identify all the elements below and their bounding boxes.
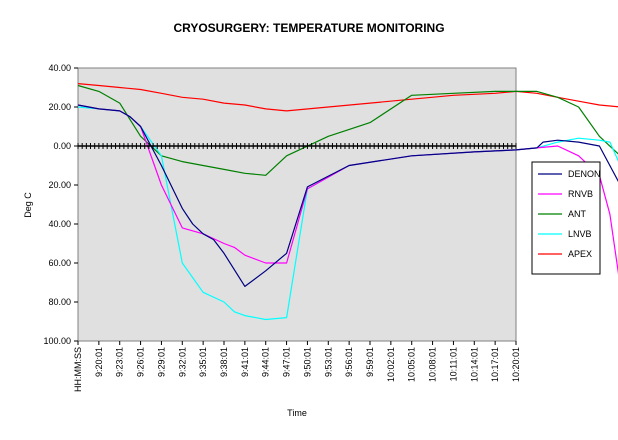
y-tick-label: 40.00 bbox=[48, 219, 71, 229]
x-tick-label: 9:20:01 bbox=[94, 347, 104, 377]
x-tick-label: 9:50:01 bbox=[302, 347, 312, 377]
x-tick-label: 10:02:01 bbox=[386, 347, 396, 382]
x-tick-label: 9:59:01 bbox=[365, 347, 375, 377]
series-line-ant bbox=[77, 84, 618, 176]
x-tick-label: 9:26:01 bbox=[136, 347, 146, 377]
zero-line bbox=[77, 143, 517, 149]
x-tick-label: 9:29:01 bbox=[156, 347, 166, 377]
y-tick-label: 0.00 bbox=[53, 141, 71, 151]
series-lines bbox=[77, 83, 618, 321]
x-tick-label: 9:47:01 bbox=[282, 347, 292, 377]
x-tick-label: 10:08:01 bbox=[428, 347, 438, 382]
chart-title: CRYOSURGERY: TEMPERATURE MONITORING bbox=[173, 21, 444, 35]
x-tick-label: 9:44:01 bbox=[261, 347, 271, 377]
legend-label-rnvb: RNVB bbox=[568, 189, 593, 199]
x-tick-label: 10:05:01 bbox=[407, 347, 417, 382]
x-axis-ticks: HH:MM:SS 9:20:01 9:23:01 9:26:01 9:29:01 9:32… bbox=[73, 341, 521, 392]
x-tick-label: 9:38:01 bbox=[219, 347, 229, 377]
series-line-lnvb bbox=[77, 106, 618, 321]
y-tick-label: 40.00 bbox=[48, 63, 71, 73]
legend-label-lnvb: LNVB bbox=[568, 229, 592, 239]
x-tick-label: 9:35:01 bbox=[198, 347, 208, 377]
x-tick-label: 10:11:01 bbox=[448, 347, 458, 381]
x-axis-label: Time bbox=[287, 408, 307, 418]
x-tick-label: 10:17:01 bbox=[490, 347, 500, 382]
legend-label-ant: ANT bbox=[568, 209, 587, 219]
series-line-rnvb bbox=[77, 104, 618, 275]
y-tick-label: 100.00 bbox=[43, 336, 71, 346]
y-tick-label: 60.00 bbox=[48, 258, 71, 268]
plot-area bbox=[77, 67, 517, 342]
y-tick-label: 20.00 bbox=[48, 180, 71, 190]
series-line-denon bbox=[77, 104, 618, 287]
legend-box bbox=[531, 161, 601, 275]
x-tick-label: 10:20:01 bbox=[511, 347, 521, 382]
legend-label-denon: DENON bbox=[568, 169, 601, 179]
x-tick-label: 9:32:01 bbox=[177, 347, 187, 377]
x-tick-label: HH:MM:SS bbox=[73, 347, 83, 392]
series-line-apex bbox=[77, 83, 618, 112]
y-tick-label: 20.00 bbox=[48, 102, 71, 112]
x-tick-label: 9:41:01 bbox=[240, 347, 250, 377]
legend: DENON RNVB ANT LNVB APEX bbox=[531, 161, 601, 275]
y-axis-ticks: 40.00 20.00 0.00 20.00 40.00 60.00 80.00 100.00 bbox=[43, 63, 78, 346]
y-axis-label: Deg C bbox=[23, 192, 33, 218]
x-tick-label: 9:56:01 bbox=[344, 347, 354, 377]
legend-label-apex: APEX bbox=[568, 249, 592, 259]
x-tick-label: 10:14:01 bbox=[469, 347, 479, 382]
x-tick-label: 9:53:01 bbox=[323, 347, 333, 377]
y-tick-label: 80.00 bbox=[48, 297, 71, 307]
x-tick-label: 9:23:01 bbox=[115, 347, 125, 377]
